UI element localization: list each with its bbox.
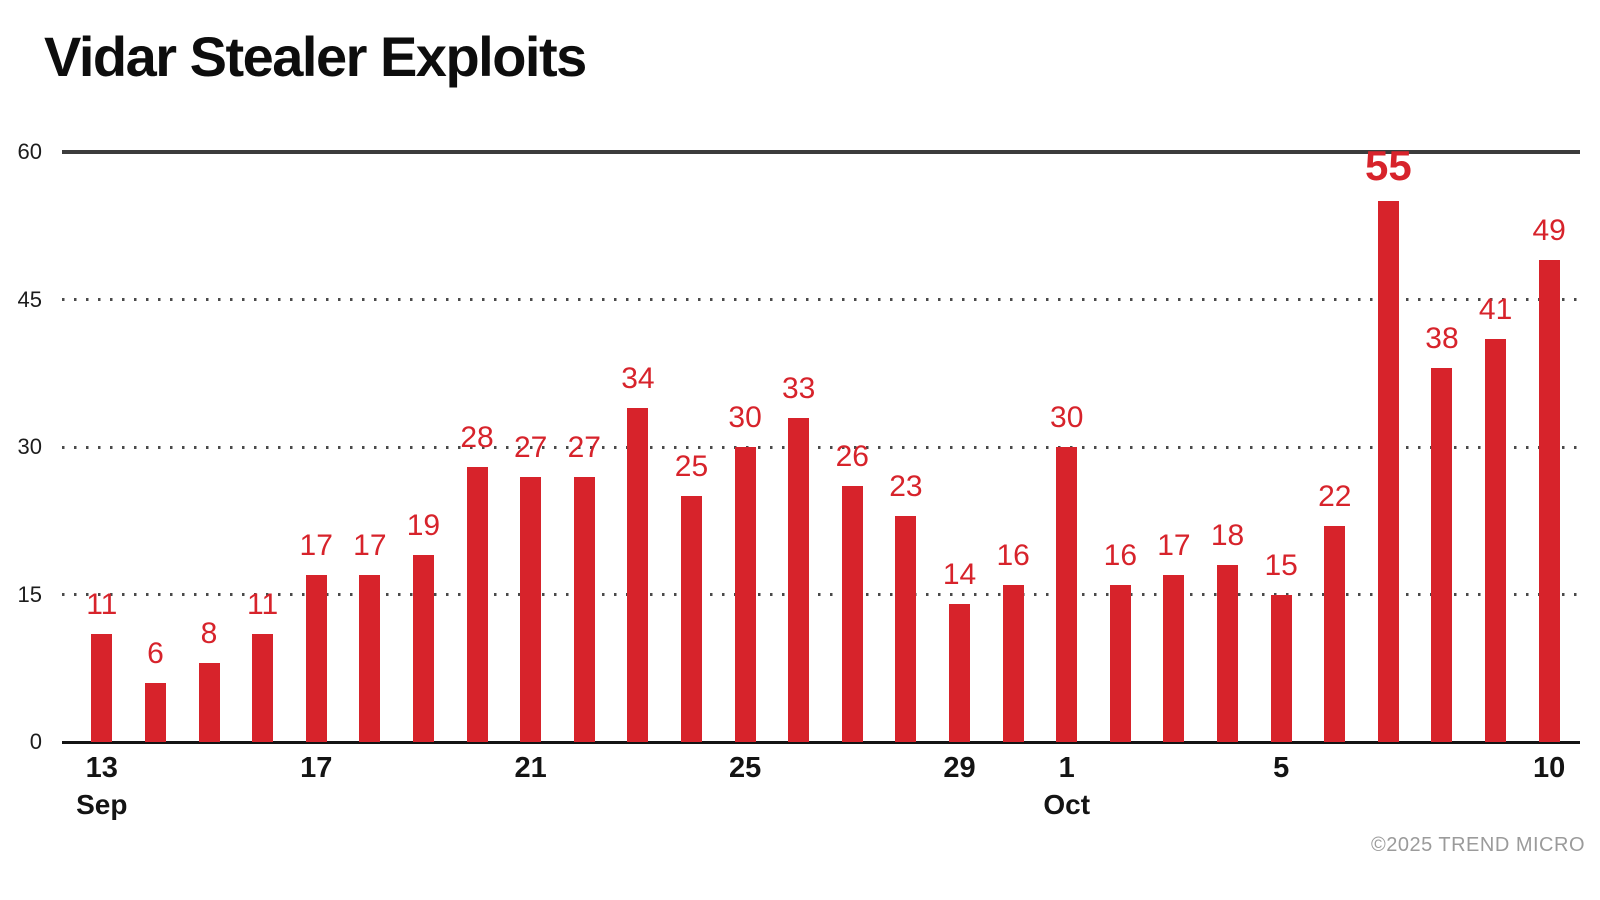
bar <box>895 515 917 742</box>
bar-value-label: 38 <box>1425 322 1459 356</box>
chart-title: Vidar Stealer Exploits <box>44 25 587 88</box>
y-axis-label: 45 <box>17 286 42 312</box>
bar <box>1002 584 1024 742</box>
x-axis-tick-label: 10 <box>1533 752 1566 784</box>
x-axis-tick-label: 13 <box>85 752 118 784</box>
bar-value-label: 49 <box>1532 214 1566 248</box>
x-axis-tick-label: 21 <box>514 752 547 784</box>
bar-value-label: 16 <box>996 538 1030 572</box>
bar <box>680 496 702 742</box>
bar-value-label: 6 <box>147 637 164 670</box>
bar <box>949 604 971 742</box>
bar-value-label: 17 <box>299 528 333 562</box>
bar-value-label: 27 <box>513 430 548 464</box>
bar-value-label: 25 <box>674 450 709 484</box>
bar <box>1431 368 1453 742</box>
bar-value-label: 30 <box>1050 401 1084 434</box>
x-axis-tick-label: 25 <box>728 752 762 784</box>
bar-value-label: 55 <box>1365 142 1412 190</box>
x-axis-tick-label: 29 <box>943 752 976 784</box>
x-axis-tick-label: 1 <box>1058 752 1075 784</box>
bar-value-label: 23 <box>889 469 923 503</box>
bar <box>1324 525 1346 742</box>
gridline-dotted <box>62 445 1580 449</box>
bar <box>1056 447 1078 742</box>
bar-value-label: 30 <box>728 401 762 434</box>
bar <box>1270 594 1292 742</box>
bar <box>198 663 220 742</box>
bar-value-label: 26 <box>835 440 869 474</box>
bar <box>1485 338 1507 742</box>
bar-value-label: 27 <box>567 430 601 464</box>
bar-value-label: 28 <box>460 420 494 454</box>
copyright-text: ©2025 TREND MICRO <box>1370 834 1585 856</box>
bar <box>841 486 863 742</box>
bar <box>734 447 756 742</box>
bar-value-label: 34 <box>621 361 655 395</box>
bar-value-label: 17 <box>353 528 387 562</box>
bar <box>1538 260 1560 742</box>
bar <box>466 466 488 742</box>
x-axis-tick-label: 17 <box>300 752 333 784</box>
bar-value-label: 8 <box>200 617 218 651</box>
bar-value-label: 16 <box>1103 538 1138 572</box>
bar-value-label: 18 <box>1210 519 1245 552</box>
bar <box>1377 201 1399 742</box>
bar <box>144 683 166 742</box>
bar-value-label: 33 <box>782 371 816 405</box>
bar <box>305 574 327 742</box>
bar-value-label: 11 <box>86 587 118 621</box>
bar <box>252 633 274 742</box>
y-axis-label: 30 <box>17 434 42 459</box>
bar <box>573 476 595 742</box>
gridline-dotted <box>62 593 1580 596</box>
x-axis-tick-label: 5 <box>1273 752 1290 784</box>
bar <box>412 555 434 742</box>
bar <box>359 574 381 742</box>
bar-value-label: 14 <box>942 558 977 592</box>
bar <box>627 407 649 742</box>
bar <box>1163 574 1185 742</box>
bar-value-label: 41 <box>1478 292 1513 326</box>
bar <box>1217 565 1239 742</box>
bar-value-label: 22 <box>1318 479 1352 513</box>
bar <box>1109 584 1131 742</box>
bar <box>520 476 542 742</box>
gridline-dotted <box>62 298 1580 301</box>
x-axis-baseline <box>62 740 1580 744</box>
bar <box>788 417 810 742</box>
bar-value-label: 11 <box>247 587 279 621</box>
y-axis-label: 60 <box>17 139 42 164</box>
bar <box>91 633 113 742</box>
x-axis-month-label: Oct <box>1043 789 1091 820</box>
y-axis-label: 15 <box>17 581 42 607</box>
bar-value-label: 15 <box>1264 548 1298 582</box>
x-axis-month-label: Sep <box>76 789 128 820</box>
y-axis-label: 0 <box>29 729 42 754</box>
gridline-top <box>62 150 1580 154</box>
bar-value-label: 19 <box>406 509 441 543</box>
bar-value-label: 17 <box>1157 528 1191 562</box>
